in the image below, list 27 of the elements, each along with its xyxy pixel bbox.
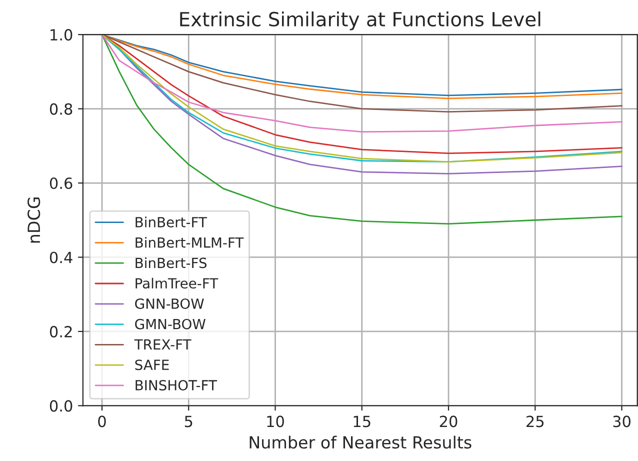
x-tick-label: 20 [440,416,458,428]
legend-label: GMN-BOW [135,318,206,330]
y-tick-label: 0.0 [50,400,72,412]
y-tick-label: 0.8 [50,103,72,115]
legend-label: BinBert-FT [136,216,208,228]
y-axis-title: nDCG [28,198,40,243]
legend-label: PalmTree-FT [136,278,218,289]
x-tick-label: 25 [526,416,544,428]
x-tick-label: 5 [184,416,192,428]
y-tick-label: 0.2 [50,326,72,338]
x-tick-label: 10 [267,416,284,428]
legend-label: GNN-BOW [135,298,204,309]
legend-label: BINSHOT-FT [136,380,218,390]
legend-label: BinBert-MLM-FT [136,237,244,248]
y-tick-label: 0.4 [50,252,72,264]
y-tick-label: 1.0 [50,29,72,41]
line-series [101,34,622,132]
x-tick-label: 0 [98,416,106,428]
legend-label: BinBert-FS [136,257,207,268]
x-axis-title: Number of Nearest Results [250,436,472,449]
chart-title: Extrinsic Similarity at Functions Level [180,11,540,30]
line-series [101,34,622,112]
legend-label: SAFE [135,360,169,370]
y-tick-label: 0.6 [50,177,72,190]
legend-label: TREX-FT [134,339,192,350]
x-tick-label: 15 [354,416,370,428]
x-tick-label: 30 [613,416,630,428]
